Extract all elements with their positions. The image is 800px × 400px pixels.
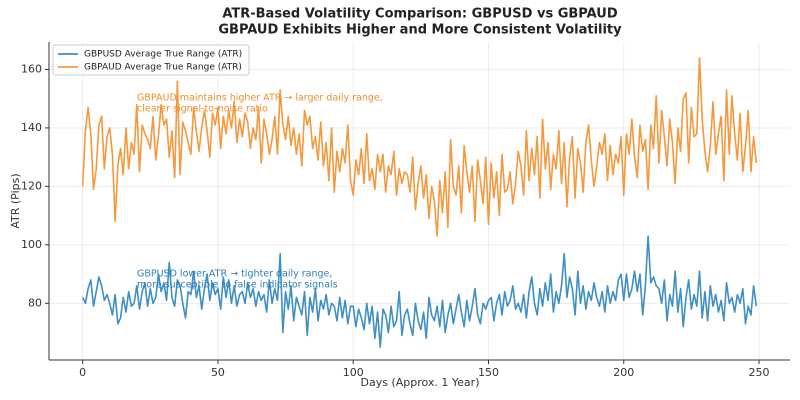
series-line [81, 235, 758, 348]
x-axis-label: Days (Approx. 1 Year) [361, 376, 480, 389]
x-tick-label: 0 [79, 366, 86, 379]
annotation: clearer signal-to-noise ratio [137, 104, 268, 115]
annotation: more susceptible to false indicator sign… [137, 280, 338, 291]
x-tick-label: 250 [749, 366, 770, 379]
y-tick-label: 100 [21, 238, 42, 251]
y-tick-label: 140 [21, 121, 42, 134]
legend-box [52, 44, 250, 76]
chart-subtitle: GBPAUD Exhibits Higher and More Consiste… [218, 23, 622, 38]
x-tick-label: 150 [478, 366, 499, 379]
annotation: GBPUSD lower ATR → tighter daily range, [137, 269, 332, 280]
y-axis-label: ATR (Pips) [9, 173, 22, 228]
x-tick-label: 200 [613, 366, 634, 379]
annotation: GBPAUD maintains higher ATR → larger dai… [137, 93, 383, 104]
y-tick-label: 160 [21, 62, 42, 75]
legend-label: GBPUSD Average True Range (ATR) [84, 50, 242, 60]
y-tick-label: 120 [21, 179, 42, 192]
legend-label: GBPAUD Average True Range (ATR) [84, 63, 242, 73]
y-tick-label: 80 [28, 296, 42, 309]
legend: GBPUSD Average True Range (ATR) GBPAUD Av… [52, 44, 250, 76]
x-tick-label: 100 [343, 366, 364, 379]
series-line [81, 56, 758, 237]
x-tick-label: 50 [211, 366, 225, 379]
chart-title: ATR-Based Volatility Comparison: GBPUSD … [222, 7, 618, 22]
